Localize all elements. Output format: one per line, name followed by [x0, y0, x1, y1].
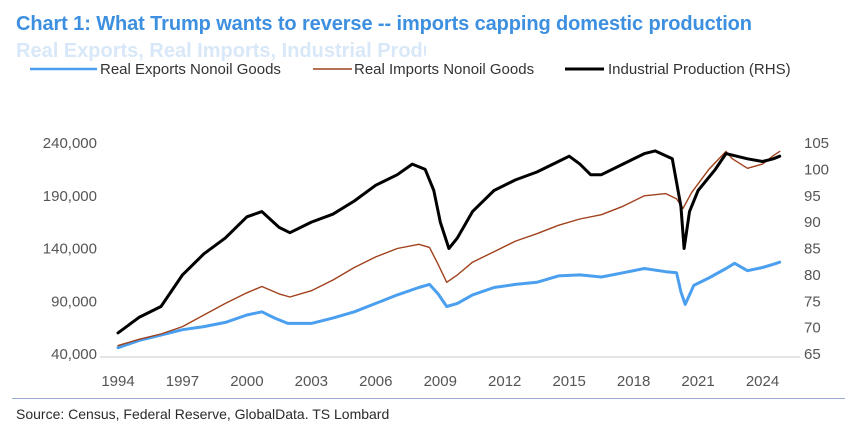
right-y-tick-label-80: 80 [804, 267, 821, 284]
left-y-tick-label-240000: 240,000 [43, 135, 97, 152]
chart-subtitle-wrapper: Real Exports, Real Imports, Industrial P… [16, 40, 426, 62]
x-tick-label-2015: 2015 [552, 373, 585, 390]
right-y-tick-label-85: 85 [804, 241, 821, 258]
right-y-tick-label-95: 95 [804, 188, 821, 205]
series-line-industrial-production [116, 149, 782, 335]
left-y-tick-label-90000: 90,000 [51, 293, 97, 310]
x-tick-label-2024: 2024 [746, 373, 779, 390]
x-tick-label-1994: 1994 [101, 373, 134, 390]
legend-label-3: Industrial Production (RHS) [608, 61, 791, 78]
chart-subtitle: Real Exports, Real Imports, Industrial P… [16, 40, 426, 62]
x-tick-label-2012: 2012 [488, 373, 521, 390]
x-tick-label-2003: 2003 [295, 373, 328, 390]
x-tick-label-2006: 2006 [359, 373, 392, 390]
footer-rule [12, 398, 845, 399]
right-y-tick-label-100: 100 [804, 161, 829, 178]
right-y-tick-label-105: 105 [804, 135, 829, 152]
chart-title: Chart 1: What Trump wants to reverse -- … [16, 13, 752, 35]
x-tick-label-1997: 1997 [166, 373, 199, 390]
x-tick-label-2021: 2021 [681, 373, 714, 390]
right-y-tick-label-75: 75 [804, 293, 821, 310]
series-line-imports [117, 150, 781, 347]
x-tick-label-2000: 2000 [230, 373, 263, 390]
left-y-tick-label-190000: 190,000 [43, 188, 97, 205]
x-tick-label-2009: 2009 [424, 373, 457, 390]
right-y-tick-label-70: 70 [804, 320, 821, 337]
left-y-tick-label-140000: 140,000 [43, 241, 97, 258]
series-line-exports [116, 260, 782, 350]
source-note: Source: Census, Federal Reserve, GlobalD… [16, 406, 390, 422]
legend-label-1: Real Exports Nonoil Goods [100, 61, 281, 78]
right-y-tick-label-90: 90 [804, 214, 821, 231]
chart-svg: Real Exports Nonoil Goods Real Imports No… [30, 61, 829, 390]
right-y-tick-label-65: 65 [804, 346, 821, 363]
left-y-tick-label-40000: 40,000 [51, 346, 97, 363]
x-tick-label-2018: 2018 [617, 373, 650, 390]
legend-label-2: Real Imports Nonoil Goods [354, 61, 534, 78]
